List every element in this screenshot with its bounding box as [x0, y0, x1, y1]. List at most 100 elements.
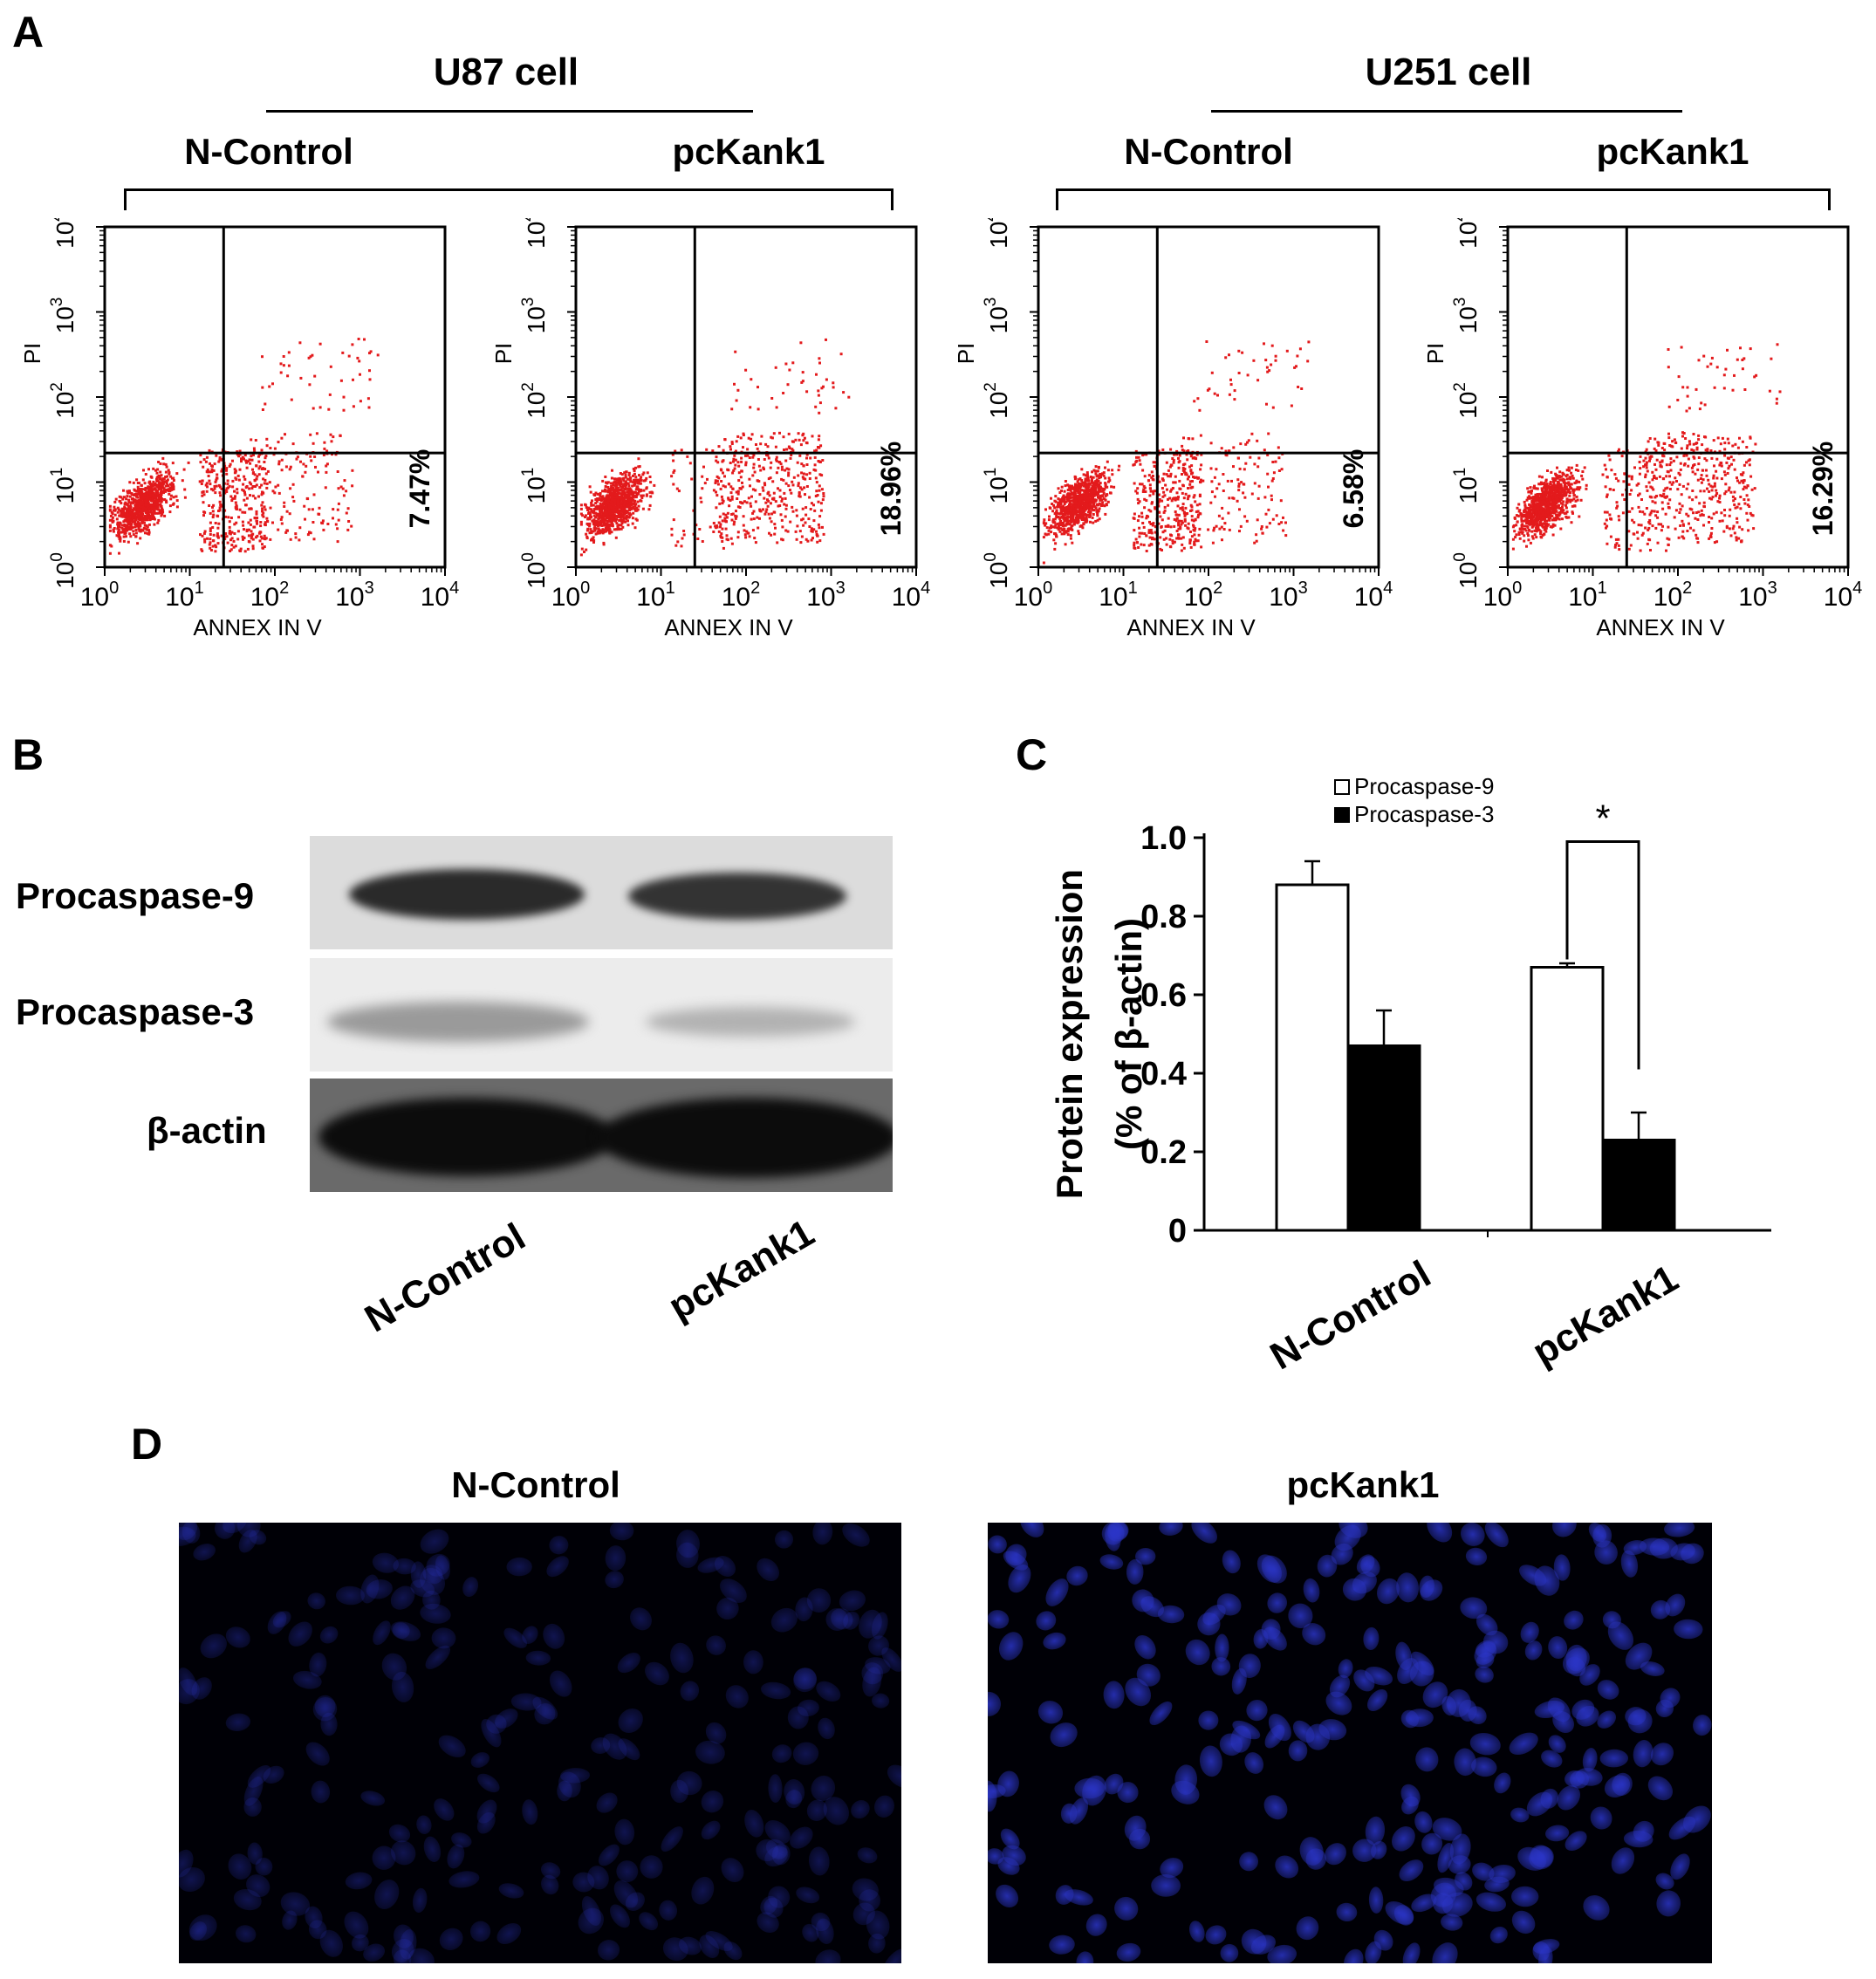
flow-dot: [740, 460, 743, 463]
flow-dot: [129, 524, 133, 528]
flow-dot: [613, 528, 616, 531]
flow-dot: [608, 531, 612, 535]
flow-dot: [1188, 538, 1192, 542]
flow-dot: [637, 482, 640, 485]
flow-dot: [261, 355, 264, 359]
flow-dot: [258, 486, 262, 490]
flow-dot: [1268, 369, 1271, 373]
flow-dot: [1181, 483, 1185, 487]
flow-dot: [776, 541, 779, 544]
flow-dot: [119, 537, 122, 540]
x-tick-label: 103: [335, 579, 374, 612]
flow-dot: [1678, 511, 1681, 514]
flow-dot: [1058, 526, 1061, 530]
flow-dot: [1195, 453, 1199, 456]
flow-dot: [1199, 512, 1202, 516]
flow-dot: [1279, 499, 1283, 503]
flow-dot: [243, 475, 246, 478]
flow-dot: [250, 438, 253, 442]
flow-dot: [717, 521, 721, 524]
flow-dot: [1171, 457, 1174, 460]
flow-dot: [1213, 476, 1216, 479]
flow-dot: [1147, 531, 1151, 534]
flow-dot: [290, 398, 293, 401]
flow-dot: [309, 433, 312, 436]
flow-dot: [1615, 542, 1619, 545]
flow-dot: [124, 524, 127, 527]
flow-dot: [604, 496, 607, 500]
flow-dot: [1085, 519, 1089, 523]
flow-dot: [650, 490, 654, 494]
flow-dot: [1606, 495, 1608, 498]
flow-dot: [818, 401, 822, 405]
flow-dot: [1092, 496, 1094, 499]
flow-dot: [127, 508, 131, 511]
flow-dot: [722, 484, 725, 488]
flow-dot: [808, 525, 811, 528]
flow-dot: [600, 510, 604, 514]
flow-dot: [272, 453, 276, 456]
flow-dot: [801, 380, 804, 383]
flow-dot: [112, 519, 115, 523]
flow-dot: [129, 535, 133, 538]
flow-dot: [591, 538, 594, 541]
flow-dot: [237, 455, 241, 458]
flow-dot: [232, 545, 236, 549]
flow-dot: [1747, 498, 1750, 502]
flow-dot: [175, 499, 179, 503]
flow-dot: [1138, 500, 1141, 503]
flow-dot: [339, 379, 343, 382]
flow-dot: [144, 494, 147, 496]
flow-dot: [255, 512, 258, 516]
flow-dot: [1054, 524, 1058, 527]
flow-dot: [1274, 354, 1277, 358]
flow-dot: [154, 506, 157, 510]
flow-dot: [170, 482, 174, 485]
flow-dot: [126, 503, 129, 507]
flow-dot: [812, 468, 816, 471]
flow-dot: [596, 521, 599, 524]
flow-dot: [807, 517, 811, 521]
flow-dot: [311, 353, 314, 357]
flow-dot: [1630, 489, 1633, 492]
flow-dot: [633, 472, 636, 476]
flow-dot: [1217, 514, 1221, 517]
flow-dot: [154, 469, 157, 472]
flow-dot: [730, 542, 734, 545]
flow-dot: [648, 490, 652, 494]
flow-dot: [592, 530, 595, 533]
flow-dot: [721, 502, 724, 505]
flow-dot: [784, 469, 787, 472]
flow-dot: [777, 487, 779, 490]
flow-dot: [798, 530, 802, 533]
flow-dot: [1702, 501, 1706, 504]
flow-dot: [820, 488, 824, 491]
flow-dot: [619, 506, 622, 510]
flow-dot: [595, 500, 599, 503]
flow-dot: [1056, 522, 1059, 525]
flow-dot: [1099, 476, 1102, 479]
flow-dot: [1179, 487, 1182, 490]
flow-dot: [1136, 541, 1139, 544]
flow-dot: [261, 543, 264, 546]
flow-dot: [248, 507, 251, 510]
flow-dot: [199, 533, 202, 537]
flow-dot: [725, 534, 729, 538]
dot-cloud: [108, 338, 380, 555]
flow-dot: [277, 462, 281, 466]
flow-dot: [259, 535, 263, 538]
flow-dot: [218, 485, 222, 489]
flow-dot: [1104, 466, 1106, 469]
flow-dot: [280, 469, 284, 472]
flow-dot: [618, 482, 620, 485]
flow-dot: [784, 362, 788, 366]
flow-dot: [1741, 528, 1744, 531]
flow-dot: [601, 505, 605, 509]
flow-dot: [1072, 521, 1076, 524]
flow-dot: [782, 392, 785, 394]
flow-dot: [1078, 499, 1082, 502]
flow-dot: [1086, 485, 1090, 489]
flow-dot: [612, 513, 615, 517]
flow-dot: [134, 529, 138, 531]
flow-dot: [825, 378, 828, 381]
